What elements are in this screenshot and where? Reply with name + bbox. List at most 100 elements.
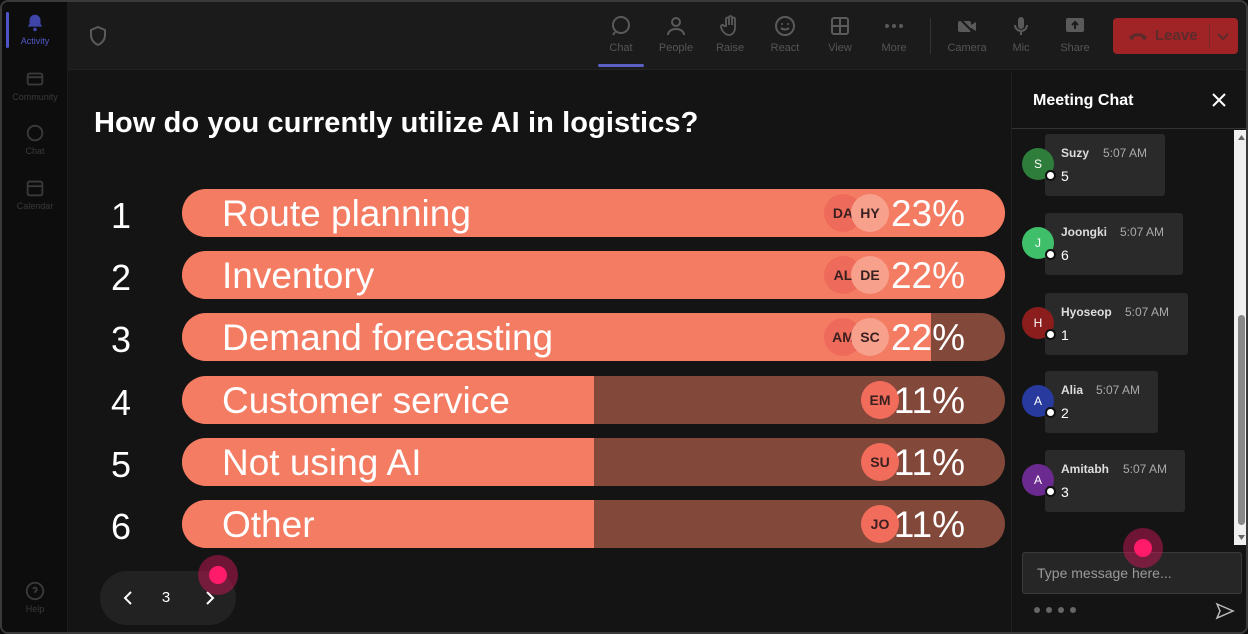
- shield-icon[interactable]: [88, 26, 108, 46]
- rail-item-chat[interactable]: Chat: [2, 122, 68, 172]
- leave-divider: [1209, 24, 1210, 48]
- option-number: 5: [110, 444, 132, 485]
- chevron-left-icon[interactable]: [118, 588, 138, 608]
- rail-item-activity[interactable]: Activity: [2, 12, 68, 62]
- poll-option-row: 1 Route planning DA HY 23%: [68, 189, 1010, 237]
- poll-option-row: 5 Not using AI SU 11%: [68, 438, 1010, 486]
- rail-item-label: Activity: [20, 36, 50, 46]
- option-number: 1: [110, 195, 132, 236]
- toolbar-button-label: Share: [1060, 42, 1090, 54]
- toolbar-view-button[interactable]: View: [814, 12, 866, 62]
- toolbar-more-button[interactable]: More: [868, 12, 920, 62]
- help-icon: [25, 581, 45, 601]
- option-percent: 22%: [890, 317, 965, 358]
- chat-scrollbar[interactable]: [1234, 130, 1246, 545]
- mic-icon: [1014, 17, 1028, 35]
- more-icon: [885, 24, 903, 28]
- option-label: Not using AI: [222, 442, 422, 483]
- message-bubble: Hyoseop 5:07 AM 1: [1045, 293, 1188, 355]
- avatar[interactable]: A: [1022, 464, 1054, 496]
- voter-avatar: DE: [851, 256, 889, 294]
- option-bar: Demand forecasting AM SC 22%: [182, 313, 1005, 361]
- option-percent: 11%: [893, 442, 965, 483]
- page-number: 3: [161, 589, 171, 606]
- toolbar-button-label: Raise: [715, 42, 745, 54]
- sender-name: Suzy: [1061, 146, 1090, 160]
- option-label: Demand forecasting: [222, 317, 554, 358]
- bell-icon: [27, 14, 43, 32]
- option-bar: Other JO 11%: [182, 500, 1005, 548]
- presence-status-dot: [1045, 486, 1056, 497]
- option-percent: 11%: [893, 504, 965, 545]
- voter-avatar: EM: [861, 381, 899, 419]
- poll-option-row: 4 Customer service EM 11%: [68, 376, 1010, 424]
- toolbar-people-button[interactable]: People: [650, 12, 702, 62]
- voter-avatar: JO: [861, 505, 899, 543]
- poll-question: How do you currently utilize AI in logis…: [94, 107, 699, 139]
- option-percent: 22%: [890, 255, 965, 296]
- rail-item-help[interactable]: Help: [2, 580, 68, 630]
- voter-avatar: HY: [851, 194, 889, 232]
- calendar-icon: [26, 180, 44, 197]
- option-number: 6: [110, 506, 132, 547]
- message-text: 3: [1061, 484, 1069, 500]
- message-bubble: Suzy 5:07 AM 5: [1045, 134, 1165, 196]
- chat-message-input[interactable]: [1022, 552, 1242, 594]
- chat-message-list[interactable]: Suzy 5:07 AM 5 S Joongki 5:07 AM 6 J Hyoseop 5:07…: [1012, 130, 1234, 545]
- sender-name: Hyoseop: [1061, 305, 1112, 319]
- presence-status-dot: [1045, 407, 1056, 418]
- option-label: Other: [222, 504, 315, 545]
- message-bubble: Joongki 5:07 AM 6: [1045, 213, 1183, 275]
- toolbar-button-label: View: [828, 42, 852, 54]
- option-number: 4: [110, 382, 132, 423]
- chat-icon: [612, 16, 630, 36]
- presence-status-dot: [1045, 329, 1056, 340]
- chat-message: Amitabh 5:07 AM 3 A: [1012, 448, 1234, 512]
- formatting-icons[interactable]: [1032, 605, 1092, 615]
- scroll-up-icon[interactable]: [1237, 133, 1246, 142]
- toolbar-chat-button[interactable]: Chat: [595, 12, 647, 62]
- option-bar-fill: [182, 438, 594, 486]
- chat-header: Meeting Chat: [1012, 71, 1246, 129]
- message-time: 5:07 AM: [1103, 146, 1148, 160]
- chevron-right-icon[interactable]: [200, 588, 220, 608]
- toolbar-mic-button[interactable]: Mic: [995, 12, 1047, 62]
- share-icon: [1066, 18, 1084, 32]
- chat-message: Alia 5:07 AM 2 A: [1012, 369, 1234, 433]
- option-label: Inventory: [222, 255, 375, 296]
- rail-item-label: Chat: [25, 146, 45, 156]
- toolbar-react-button[interactable]: React: [759, 12, 811, 62]
- phone-hangup-icon: [1129, 33, 1147, 40]
- scroll-down-icon[interactable]: [1237, 533, 1246, 542]
- chat-message: Suzy 5:07 AM 5 S: [1012, 132, 1234, 196]
- rail-item-calendar[interactable]: Calendar: [2, 177, 68, 227]
- toolbar-camera-button[interactable]: Camera: [941, 12, 993, 62]
- toolbar-raise-button[interactable]: Raise: [704, 12, 756, 62]
- message-text: 6: [1061, 247, 1069, 263]
- hand-icon: [720, 15, 736, 36]
- send-icon[interactable]: [1215, 601, 1235, 621]
- leave-button[interactable]: Leave: [1113, 18, 1238, 54]
- chat-title: Meeting Chat: [1033, 92, 1134, 109]
- rail-item-community[interactable]: Community: [2, 68, 68, 118]
- option-label: Route planning: [222, 193, 471, 234]
- option-bar: Not using AI SU 11%: [182, 438, 1005, 486]
- toolbar-button-label: More: [881, 42, 907, 54]
- option-bar: Customer service EM 11%: [182, 376, 1005, 424]
- option-label: Customer service: [222, 380, 510, 421]
- poll-results-panel: How do you currently utilize AI in logis…: [68, 71, 1010, 632]
- chat-message: Hyoseop 5:07 AM 1 H: [1012, 291, 1234, 355]
- presence-status-dot: [1045, 170, 1056, 181]
- rail-item-label: Help: [25, 604, 45, 614]
- message-bubble: Amitabh 5:07 AM 3: [1045, 450, 1185, 512]
- scrollbar-thumb[interactable]: [1238, 315, 1245, 525]
- chevron-down-icon[interactable]: [1215, 28, 1231, 44]
- chat-icon: [26, 124, 44, 142]
- close-icon[interactable]: [1210, 91, 1228, 109]
- option-bar-fill: [182, 313, 931, 361]
- message-text: 5: [1061, 168, 1069, 184]
- message-time: 5:07 AM: [1120, 225, 1165, 239]
- option-percent: 23%: [890, 193, 965, 234]
- toolbar-share-button[interactable]: Share: [1049, 12, 1101, 62]
